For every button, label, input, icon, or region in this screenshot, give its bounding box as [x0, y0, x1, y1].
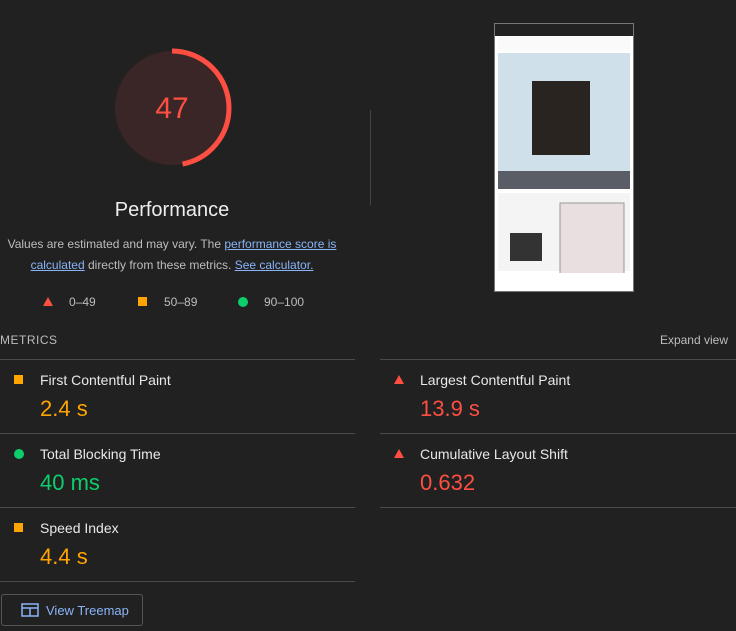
separator [380, 507, 736, 508]
page-screenshot [494, 23, 634, 292]
metric-value: 40 ms [40, 470, 100, 495]
description: Values are estimated and may vary. The p… [0, 234, 344, 276]
separator [0, 433, 355, 434]
link[interactable]: performance score is calculated [30, 237, 337, 272]
rating-icon [43, 297, 53, 306]
gauge-background [115, 51, 229, 165]
metric-value: 4.4 s [40, 544, 88, 569]
button-label: View Treemap [46, 603, 129, 618]
legend-label: 50–89 [164, 295, 198, 309]
metric-value: 0.632 [420, 470, 476, 495]
separator [380, 359, 736, 360]
gauge: 47 [112, 48, 232, 168]
metric-title: First Contentful Paint [40, 372, 171, 388]
metric-title: Largest Contentful Paint [420, 372, 571, 388]
rating-icon [14, 375, 23, 384]
rating-icon [394, 375, 404, 384]
legend-label: 90–100 [264, 295, 305, 309]
metric-value: 2.4 s [40, 396, 88, 421]
metric-value: 13.9 s [420, 396, 480, 421]
rating-icon [138, 297, 147, 306]
separator [0, 507, 355, 508]
rating-icon [238, 297, 248, 307]
rating-icon [14, 523, 23, 532]
legend-label: 0–49 [69, 295, 96, 309]
metric-title: Speed Index [40, 520, 119, 536]
metric-title: Total Blocking Time [40, 446, 161, 462]
metric-title: Cumulative Layout Shift [420, 446, 568, 462]
rating-icon [394, 449, 404, 458]
link[interactable]: See calculator. [234, 258, 314, 272]
separator [380, 433, 736, 434]
separator [0, 359, 355, 360]
treemap-button[interactable]: View Treemap [1, 594, 143, 626]
gauge-arc [112, 48, 232, 168]
description-text: directly from these metrics. [84, 258, 235, 272]
gauge-score: 47 [155, 92, 188, 125]
divider [370, 110, 371, 205]
description-text: Values are estimated and may vary. The [7, 237, 225, 251]
gauge-label: Performance [114, 199, 230, 221]
separator [0, 581, 355, 582]
metrics-heading: METRICS [0, 333, 58, 347]
rating-icon [14, 449, 24, 459]
treemap-icon [21, 603, 39, 617]
expand-toggle[interactable]: Expand view [659, 333, 728, 347]
